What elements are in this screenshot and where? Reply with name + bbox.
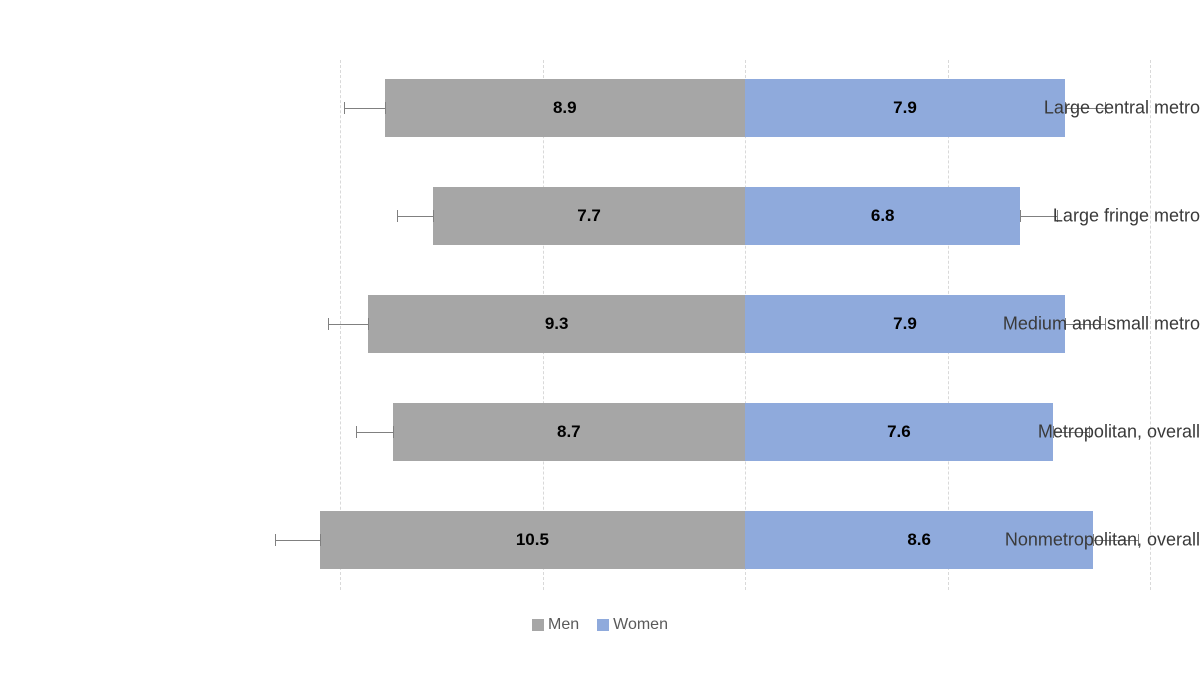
bar-men: 8.7 [393, 403, 745, 461]
bar-men: 8.9 [385, 79, 745, 137]
legend-swatch [532, 619, 544, 631]
bar-men: 9.3 [368, 295, 745, 353]
legend-item-men: Men [532, 616, 579, 634]
legend-item-women: Women [597, 616, 668, 634]
category-label: Nonmetropolitan, overall [890, 530, 1200, 551]
category-label: Medium and small metro [890, 314, 1200, 335]
category-label: Large fringe metro [890, 206, 1200, 227]
category-label: Metropolitan, overall [890, 422, 1200, 443]
legend-label: Women [613, 616, 668, 634]
legend-label: Men [548, 616, 579, 634]
category-label: Large central metro [890, 98, 1200, 119]
bar-men: 10.5 [320, 511, 745, 569]
chart-stage: 8.97.97.76.89.37.98.77.610.58.6Large cen… [0, 0, 1200, 675]
legend-swatch [597, 619, 609, 631]
bar-men: 7.7 [433, 187, 745, 245]
legend: Men Women [0, 616, 1200, 634]
